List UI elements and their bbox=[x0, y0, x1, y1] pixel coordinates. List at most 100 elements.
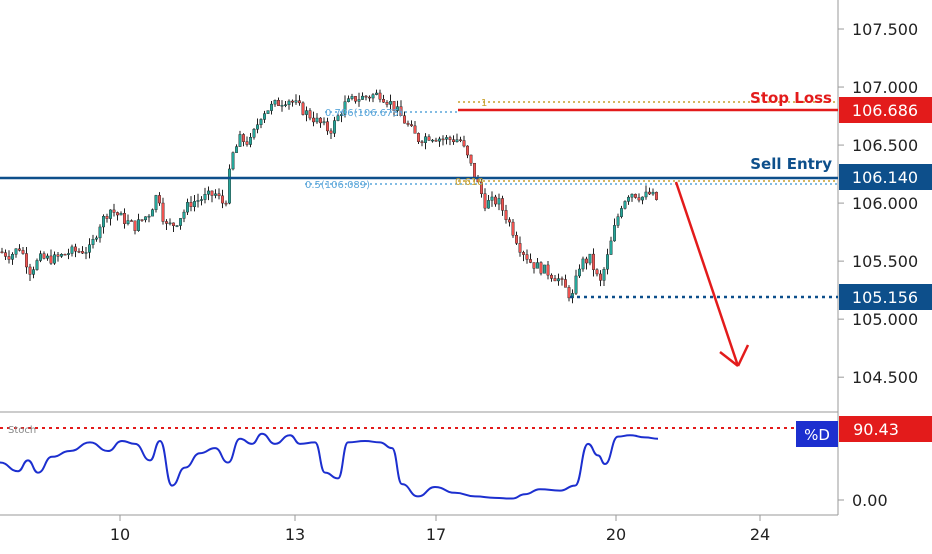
candle-body bbox=[312, 117, 316, 123]
candle-body bbox=[343, 101, 347, 115]
candle-body bbox=[270, 103, 274, 111]
candle-body bbox=[375, 92, 379, 95]
candle-body bbox=[94, 237, 98, 240]
candle-body bbox=[147, 215, 151, 218]
candle-body bbox=[234, 146, 238, 153]
candle-body bbox=[66, 253, 70, 255]
candle-body bbox=[448, 137, 452, 140]
candle-body bbox=[168, 222, 172, 225]
candle-body bbox=[10, 254, 14, 260]
candle-body bbox=[319, 117, 323, 124]
time-tick-label: 20 bbox=[606, 525, 626, 544]
candle-body bbox=[410, 124, 414, 127]
candle-body bbox=[574, 275, 578, 294]
candle-body bbox=[63, 253, 67, 256]
candle-body bbox=[592, 253, 596, 270]
candle-body bbox=[115, 212, 119, 216]
price-tick-label: 106.500 bbox=[852, 136, 918, 155]
candle-body bbox=[101, 216, 105, 228]
candle-body bbox=[511, 221, 515, 236]
candle-body bbox=[252, 129, 256, 138]
candle-body bbox=[606, 254, 610, 270]
candle-body bbox=[406, 122, 410, 125]
candle-body bbox=[140, 219, 144, 221]
candle-body bbox=[203, 194, 207, 200]
candle-body bbox=[588, 253, 592, 264]
candle-body bbox=[595, 269, 599, 275]
candle-body bbox=[399, 106, 403, 116]
candle-body bbox=[462, 140, 466, 147]
candle-body bbox=[564, 279, 568, 288]
candle-body bbox=[291, 100, 295, 103]
candle-body bbox=[14, 248, 18, 255]
candle-body bbox=[609, 240, 613, 255]
price-tick-label: 105.500 bbox=[852, 252, 918, 271]
candle-body bbox=[273, 100, 277, 105]
candle-body bbox=[459, 139, 463, 141]
candle-body bbox=[32, 269, 36, 275]
candle-body bbox=[326, 121, 330, 132]
candle-body bbox=[21, 250, 25, 254]
candle-body bbox=[532, 262, 536, 269]
candle-body bbox=[378, 92, 382, 100]
candle-body bbox=[473, 162, 477, 178]
sell-entry-label: Sell Entry bbox=[750, 155, 832, 173]
candle-body bbox=[98, 226, 102, 239]
stoch-tick-label: 0.00 bbox=[852, 491, 888, 510]
candle-body bbox=[581, 258, 585, 270]
stoch-d-text: %D bbox=[804, 426, 830, 444]
stoch-value-text: 90.43 bbox=[853, 420, 899, 439]
candle-body bbox=[60, 253, 64, 257]
candle-body bbox=[417, 133, 421, 142]
candle-body bbox=[634, 193, 638, 198]
candle-body bbox=[340, 114, 344, 116]
candle-body bbox=[322, 121, 326, 124]
candle-body bbox=[210, 190, 214, 196]
support-price-text: 105.156 bbox=[852, 288, 918, 307]
candle-body bbox=[627, 196, 631, 202]
candle-body bbox=[287, 100, 291, 105]
candle-body bbox=[154, 195, 158, 210]
candle-body bbox=[213, 193, 217, 196]
price-tick-label: 105.000 bbox=[852, 310, 918, 329]
candle-body bbox=[504, 210, 508, 220]
candle-body bbox=[382, 99, 386, 103]
candle-body bbox=[136, 219, 140, 231]
candle-body bbox=[280, 105, 284, 107]
candle-body bbox=[445, 137, 449, 140]
candle-body bbox=[357, 99, 361, 102]
candle-body bbox=[644, 191, 648, 198]
fib-label-5: 0.5(106.089) bbox=[305, 180, 370, 191]
candle-body bbox=[143, 216, 147, 221]
candle-body bbox=[91, 239, 95, 245]
candle-body bbox=[333, 120, 337, 134]
stoch-d-line bbox=[0, 432, 659, 500]
candle-body bbox=[3, 252, 7, 257]
candle-body bbox=[347, 98, 351, 102]
candle-body bbox=[497, 198, 501, 205]
axis-layer: 107.500 107.000 106.500 106.000 105.500 105.0… bbox=[110, 20, 918, 544]
candle-body bbox=[529, 259, 533, 263]
stoch-label: Stoch bbox=[8, 425, 36, 436]
candle-body bbox=[543, 264, 547, 274]
candle-body bbox=[385, 102, 389, 105]
candle-body bbox=[431, 139, 435, 142]
candle-body bbox=[578, 268, 582, 277]
candle-body bbox=[361, 95, 365, 100]
candle-body bbox=[438, 138, 442, 142]
candle-body bbox=[150, 209, 154, 217]
candle-body bbox=[108, 209, 112, 219]
candle-body bbox=[84, 252, 88, 254]
fib-label-1: 1 bbox=[481, 98, 487, 109]
price-tick-label: 107.000 bbox=[852, 78, 918, 97]
candles-layer bbox=[0, 89, 659, 304]
candle-body bbox=[227, 168, 231, 204]
candle-body bbox=[129, 220, 133, 222]
stop-price-tag: 106.686 bbox=[839, 97, 932, 123]
candle-body bbox=[522, 252, 526, 255]
candle-body bbox=[539, 262, 543, 274]
candle-body bbox=[602, 268, 606, 281]
candle-body bbox=[655, 191, 659, 200]
candle-body bbox=[266, 110, 270, 114]
candle-body bbox=[256, 124, 260, 130]
